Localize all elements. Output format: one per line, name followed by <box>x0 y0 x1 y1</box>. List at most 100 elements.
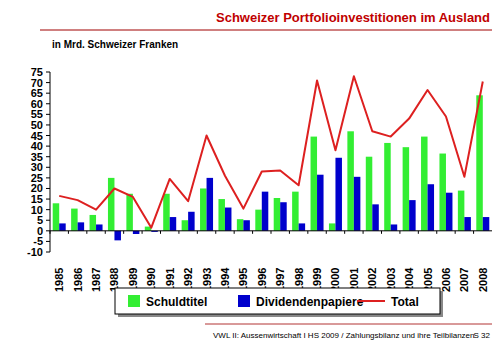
bar <box>237 219 244 231</box>
x-tick <box>289 231 290 234</box>
x-tick <box>160 231 161 234</box>
bar <box>421 137 428 231</box>
x-tick <box>123 231 124 234</box>
x-tick <box>307 231 308 234</box>
x-tick-label: 2008 <box>477 268 489 292</box>
bar <box>280 202 287 231</box>
bar <box>483 217 490 231</box>
x-tick <box>363 231 364 234</box>
bar <box>126 194 133 231</box>
bar <box>188 212 195 231</box>
x-tick-label: 2007 <box>458 268 470 292</box>
legend-box <box>115 288 440 314</box>
bar <box>464 217 471 231</box>
y-tick <box>46 209 50 210</box>
y-axis <box>50 72 51 252</box>
bar <box>170 217 177 231</box>
bar <box>243 220 250 231</box>
bar <box>354 177 361 231</box>
bar <box>311 137 318 231</box>
x-tick-label: 2006 <box>440 268 452 292</box>
bar <box>53 203 60 231</box>
legend-swatch <box>238 295 250 307</box>
footer-rule <box>205 324 492 325</box>
bar <box>59 223 65 230</box>
y-tick-label: 10 <box>31 204 43 216</box>
x-tick-label: 1985 <box>53 268 65 292</box>
bar <box>218 199 225 231</box>
legend-label: Dividendenpapiere <box>256 295 364 309</box>
y-tick <box>46 114 50 115</box>
x-tick <box>105 231 106 234</box>
bar <box>78 222 85 230</box>
y-tick-label: 25 <box>31 172 43 184</box>
bar <box>71 209 78 231</box>
x-tick <box>271 231 272 234</box>
x-tick <box>344 231 345 234</box>
bar <box>255 210 262 231</box>
y-tick-label: 65 <box>31 87 43 99</box>
y-tick <box>46 82 50 83</box>
bar <box>439 154 446 231</box>
y-tick <box>46 72 50 73</box>
bar <box>225 208 232 231</box>
bar <box>335 158 342 231</box>
y-tick-label: 50 <box>31 119 43 131</box>
bar <box>292 192 299 231</box>
y-tick <box>46 93 50 94</box>
x-tick <box>399 231 400 234</box>
x-tick <box>178 231 179 234</box>
y-tick-label: 0 <box>37 225 43 237</box>
bar <box>403 147 410 231</box>
y-tick <box>46 156 50 157</box>
y-tick-label: 75 <box>31 66 43 78</box>
bar <box>347 131 354 231</box>
legend-swatch <box>128 295 140 307</box>
x-tick <box>234 231 235 234</box>
y-tick <box>46 103 50 104</box>
y-tick <box>46 220 50 221</box>
chart: Schweizer Portfolioinvestitionen im Ausl… <box>0 0 500 354</box>
bar <box>476 95 483 231</box>
y-tick <box>46 167 50 168</box>
bar <box>108 178 115 231</box>
page-number: S 32 <box>474 331 491 340</box>
y-tick-label: 15 <box>31 193 43 205</box>
bar <box>366 157 373 231</box>
y-tick <box>46 241 50 242</box>
y-tick-label: 55 <box>31 108 43 120</box>
y-tick <box>46 135 50 136</box>
title-rule <box>40 30 492 31</box>
x-tick-label: 1987 <box>90 268 102 292</box>
line <box>59 76 483 227</box>
plot-marks <box>53 76 490 240</box>
x-tick <box>436 231 437 234</box>
bar <box>163 194 170 231</box>
y-tick-label: 35 <box>31 151 43 163</box>
bar <box>428 184 435 231</box>
y-tick-label: 70 <box>31 77 43 89</box>
y-tick-label: 5 <box>37 214 43 226</box>
x-tick <box>252 231 253 234</box>
y-tick <box>46 252 50 253</box>
x-tick <box>86 231 87 234</box>
bar <box>114 231 121 241</box>
y-tick-label: 30 <box>31 161 43 173</box>
bar <box>90 215 97 231</box>
y-tick-label: 20 <box>31 182 43 194</box>
bar <box>200 188 207 230</box>
y-tick <box>46 177 50 178</box>
legend: Schuldtitel Dividendenpapiere Total <box>115 288 443 317</box>
bar <box>391 224 398 230</box>
footer-text: VWL II: Aussenwirtschaft I HS 2009 / Zah… <box>213 331 474 340</box>
x-tick <box>326 231 327 234</box>
legend-label: Total <box>391 295 419 309</box>
y-tick-label: 60 <box>31 98 43 110</box>
bar <box>329 223 336 230</box>
x-tick <box>215 231 216 234</box>
bar <box>262 192 269 231</box>
y-tick <box>46 124 50 125</box>
legend-label: Schuldtitel <box>146 295 207 309</box>
y-tick <box>46 230 50 231</box>
y-tick-label: -5 <box>33 235 43 247</box>
